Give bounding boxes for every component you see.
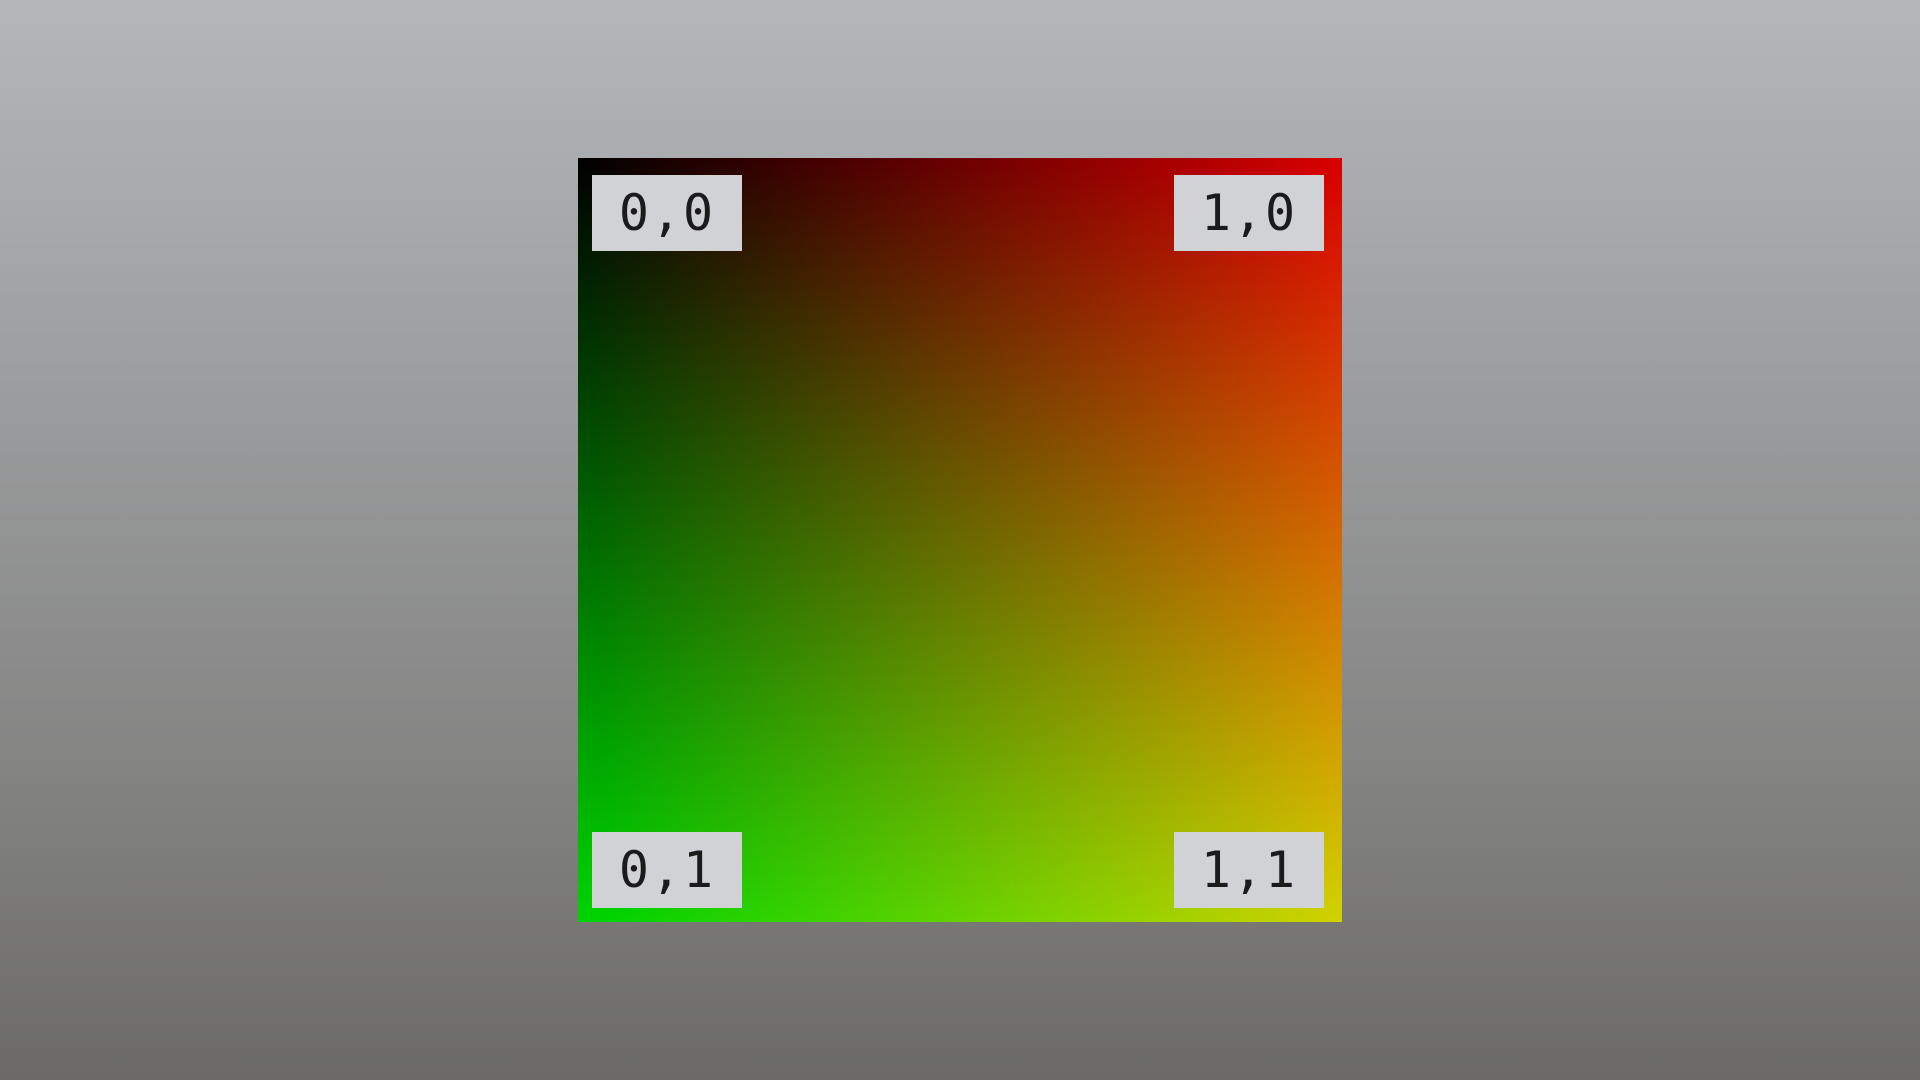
corner-label-bottom-left: 0,1 — [592, 832, 742, 908]
corner-label-top-right: 1,0 — [1174, 175, 1324, 251]
corner-label-top-left: 0,0 — [592, 175, 742, 251]
corner-label-bottom-right: 1,1 — [1174, 832, 1324, 908]
uv-gradient-quad — [578, 158, 1342, 922]
